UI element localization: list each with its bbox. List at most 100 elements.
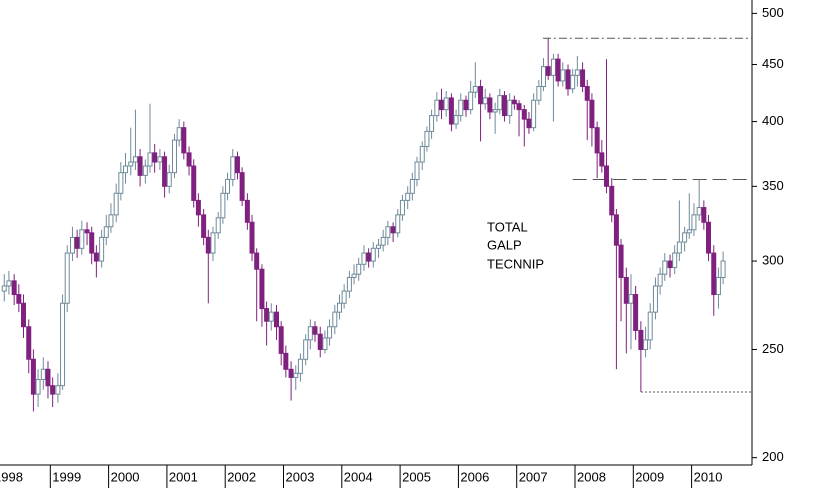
candle-body — [545, 66, 551, 76]
candle-body — [405, 192, 411, 201]
candle-body — [409, 178, 415, 194]
candle-body — [574, 69, 580, 76]
candle-body — [93, 252, 99, 262]
candle-body — [142, 165, 148, 176]
candle-body — [191, 165, 197, 201]
x-tick-label: 2006 — [460, 469, 489, 484]
candle-body — [351, 273, 357, 279]
annotation: TECNNIP — [487, 256, 544, 271]
candle-body — [667, 260, 673, 269]
candle-body — [171, 139, 177, 174]
candle-body — [278, 326, 284, 354]
candle-body — [1, 285, 7, 292]
candle-body — [64, 252, 70, 304]
candle-body — [370, 247, 376, 262]
candle-body — [303, 339, 309, 360]
x-tick-label: 2008 — [577, 469, 606, 484]
candle-body — [555, 58, 561, 82]
candle-body — [234, 156, 240, 174]
candle-body — [438, 99, 444, 111]
candle-body — [332, 311, 338, 328]
candle-body — [414, 161, 420, 180]
candle-body — [672, 252, 678, 269]
candle-body — [580, 69, 586, 88]
candle-body — [152, 152, 158, 163]
y-tick-label: 500 — [762, 5, 784, 20]
candle-body — [312, 326, 318, 335]
candle-body — [429, 115, 435, 132]
candle-body — [35, 378, 41, 395]
candle-body — [399, 199, 405, 216]
candle-body — [244, 199, 250, 223]
candle-body — [74, 236, 80, 249]
candle-body — [706, 221, 712, 254]
candle-body — [322, 337, 328, 350]
y-tick-label: 400 — [762, 113, 784, 128]
x-tick-label: 2007 — [519, 469, 548, 484]
candle-body — [50, 385, 56, 395]
candle-body — [103, 226, 109, 238]
candle-body — [584, 86, 590, 101]
candle-body — [89, 232, 95, 254]
candle-body — [293, 372, 299, 378]
candle-body — [686, 229, 692, 234]
candle-body — [541, 66, 547, 88]
y-tick-label: 350 — [762, 178, 784, 193]
candle-body — [264, 308, 270, 322]
x-tick-label: 2005 — [402, 469, 431, 484]
candle-body — [79, 229, 85, 249]
candle-body — [603, 165, 609, 187]
candle-body — [424, 130, 430, 147]
candle-body — [186, 152, 192, 167]
y-tick-label: 300 — [762, 253, 784, 268]
candle-body — [215, 217, 221, 234]
candle-body — [239, 172, 245, 201]
candle-body — [16, 294, 22, 304]
candle-body — [283, 352, 289, 370]
x-tick-label: 2010 — [694, 469, 723, 484]
candle-body — [210, 232, 216, 254]
candle-body — [478, 86, 484, 105]
candle-body — [468, 91, 474, 111]
candle-body — [366, 252, 372, 262]
candle-body — [492, 109, 498, 113]
candle-body — [565, 69, 571, 90]
candle-body — [613, 214, 619, 246]
candle-body — [336, 302, 342, 313]
candle-body — [205, 236, 211, 254]
candle-body — [511, 99, 517, 105]
candle-body — [201, 214, 207, 238]
candle-body — [463, 99, 469, 111]
candle-body — [453, 115, 459, 125]
candle-body — [157, 156, 163, 163]
candle-body — [618, 244, 624, 279]
candle-body — [327, 326, 333, 339]
candle-body — [162, 156, 168, 187]
candle-body — [682, 232, 688, 243]
candle-body — [166, 172, 172, 187]
candle-body — [230, 156, 236, 180]
candle-body — [123, 165, 129, 174]
candle-body — [662, 260, 668, 275]
candle-body — [137, 156, 143, 176]
candle-body — [696, 207, 702, 216]
candle-body — [60, 302, 66, 387]
candle-body — [341, 290, 347, 304]
candle-body — [638, 329, 644, 350]
candle-body — [570, 74, 576, 90]
candle-body — [676, 241, 682, 254]
candle-body — [220, 192, 226, 219]
candle-body — [497, 95, 503, 111]
candle-body — [30, 358, 36, 395]
candle-body — [84, 229, 90, 234]
candle-body — [550, 58, 556, 76]
candle-body — [434, 99, 440, 117]
candle-body — [176, 127, 182, 141]
candle-body — [701, 207, 707, 223]
x-tick-label: 2009 — [635, 469, 664, 484]
candle-body — [711, 252, 717, 296]
candle-body — [356, 263, 362, 275]
candle-body — [20, 302, 26, 328]
candle-body — [254, 252, 260, 270]
